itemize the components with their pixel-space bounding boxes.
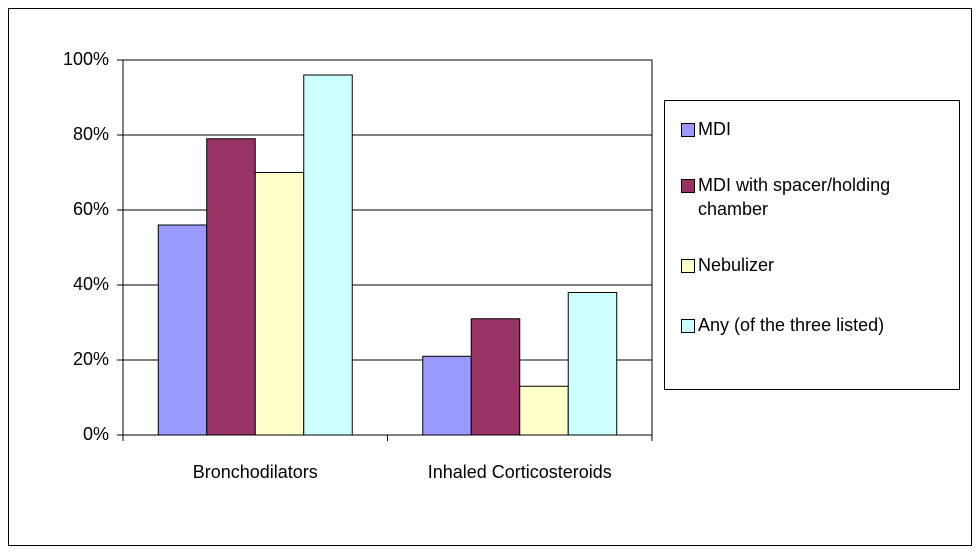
legend-item: Nebulizer [681, 253, 951, 277]
y-tick-label: 20% [73, 349, 109, 369]
y-tick-label: 80% [73, 124, 109, 144]
bar [157, 224, 208, 436]
legend-item: MDI [681, 117, 951, 141]
legend-item: MDI with spacer/holding chamber [681, 173, 951, 221]
legend-item: Any (of the three listed) [681, 313, 951, 337]
x-tick-label: Inhaled Corticosteroids [427, 462, 612, 482]
y-tick-label: 40% [73, 274, 109, 294]
bar [519, 385, 569, 436]
legend-label: MDI with spacer/holding chamber [698, 175, 891, 219]
legend-swatch [681, 179, 695, 193]
legend-swatch [681, 319, 695, 333]
y-tick-label: 100% [63, 49, 109, 69]
bar [470, 318, 521, 436]
legend-label: Any (of the three listed) [698, 315, 885, 335]
legend-swatch [681, 259, 695, 273]
bar [567, 292, 618, 436]
y-tick-label: 0% [83, 424, 109, 444]
legend: MDI MDI with spacer/holding chamber Nebuli… [664, 100, 960, 390]
legend-label: Nebulizer [698, 255, 775, 275]
bar [206, 138, 256, 436]
bar [303, 74, 353, 436]
bar [254, 172, 305, 436]
x-tick-label: Bronchodilators [192, 462, 318, 482]
legend-label: MDI [698, 119, 731, 139]
y-tick-label: 60% [73, 199, 109, 219]
bar [422, 355, 472, 436]
legend-swatch [681, 123, 695, 137]
